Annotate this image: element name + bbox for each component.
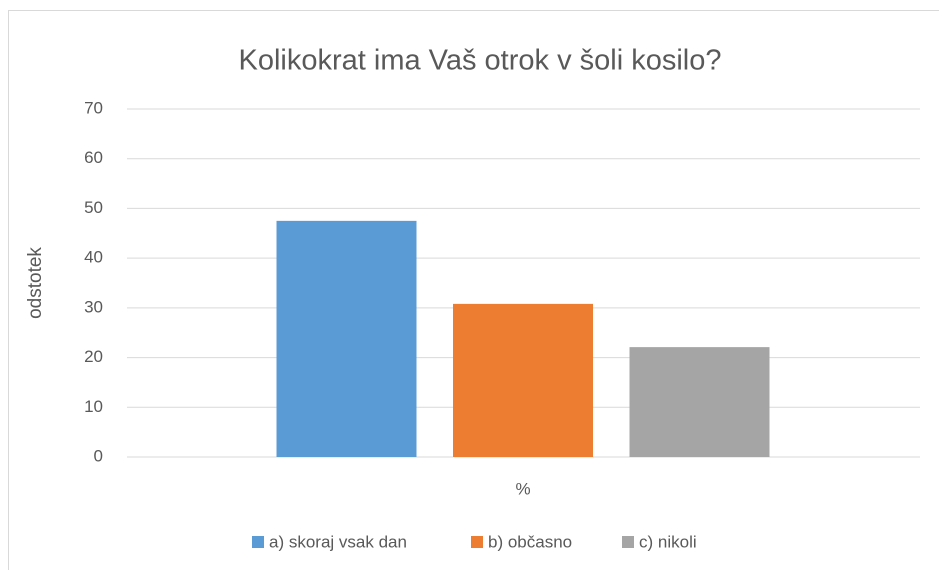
y-axis-label: odstotek (25, 247, 46, 319)
legend-swatch (471, 536, 483, 548)
y-tick-label: 40 (84, 248, 103, 267)
legend-label: a) skoraj vsak dan (269, 532, 407, 551)
bar (276, 220, 417, 457)
y-tick-label: 30 (84, 297, 103, 316)
y-tick-label: 50 (84, 198, 103, 217)
chart-frame (8, 10, 939, 570)
y-tick-label: 60 (84, 148, 103, 167)
x-tick-label: % (515, 479, 530, 498)
legend-swatch (622, 536, 634, 548)
legend-label: b) občasno (488, 532, 572, 551)
y-tick-label: 0 (94, 446, 103, 465)
bar (453, 303, 593, 457)
y-tick-label: 70 (84, 98, 103, 117)
y-tick-label: 20 (84, 347, 103, 366)
bar (629, 347, 770, 457)
y-tick-label: 10 (84, 397, 103, 416)
legend-swatch (252, 536, 264, 548)
legend-label: c) nikoli (639, 532, 697, 551)
chart-title: Kolikokrat ima Vaš otrok v šoli kosilo? (239, 45, 722, 77)
